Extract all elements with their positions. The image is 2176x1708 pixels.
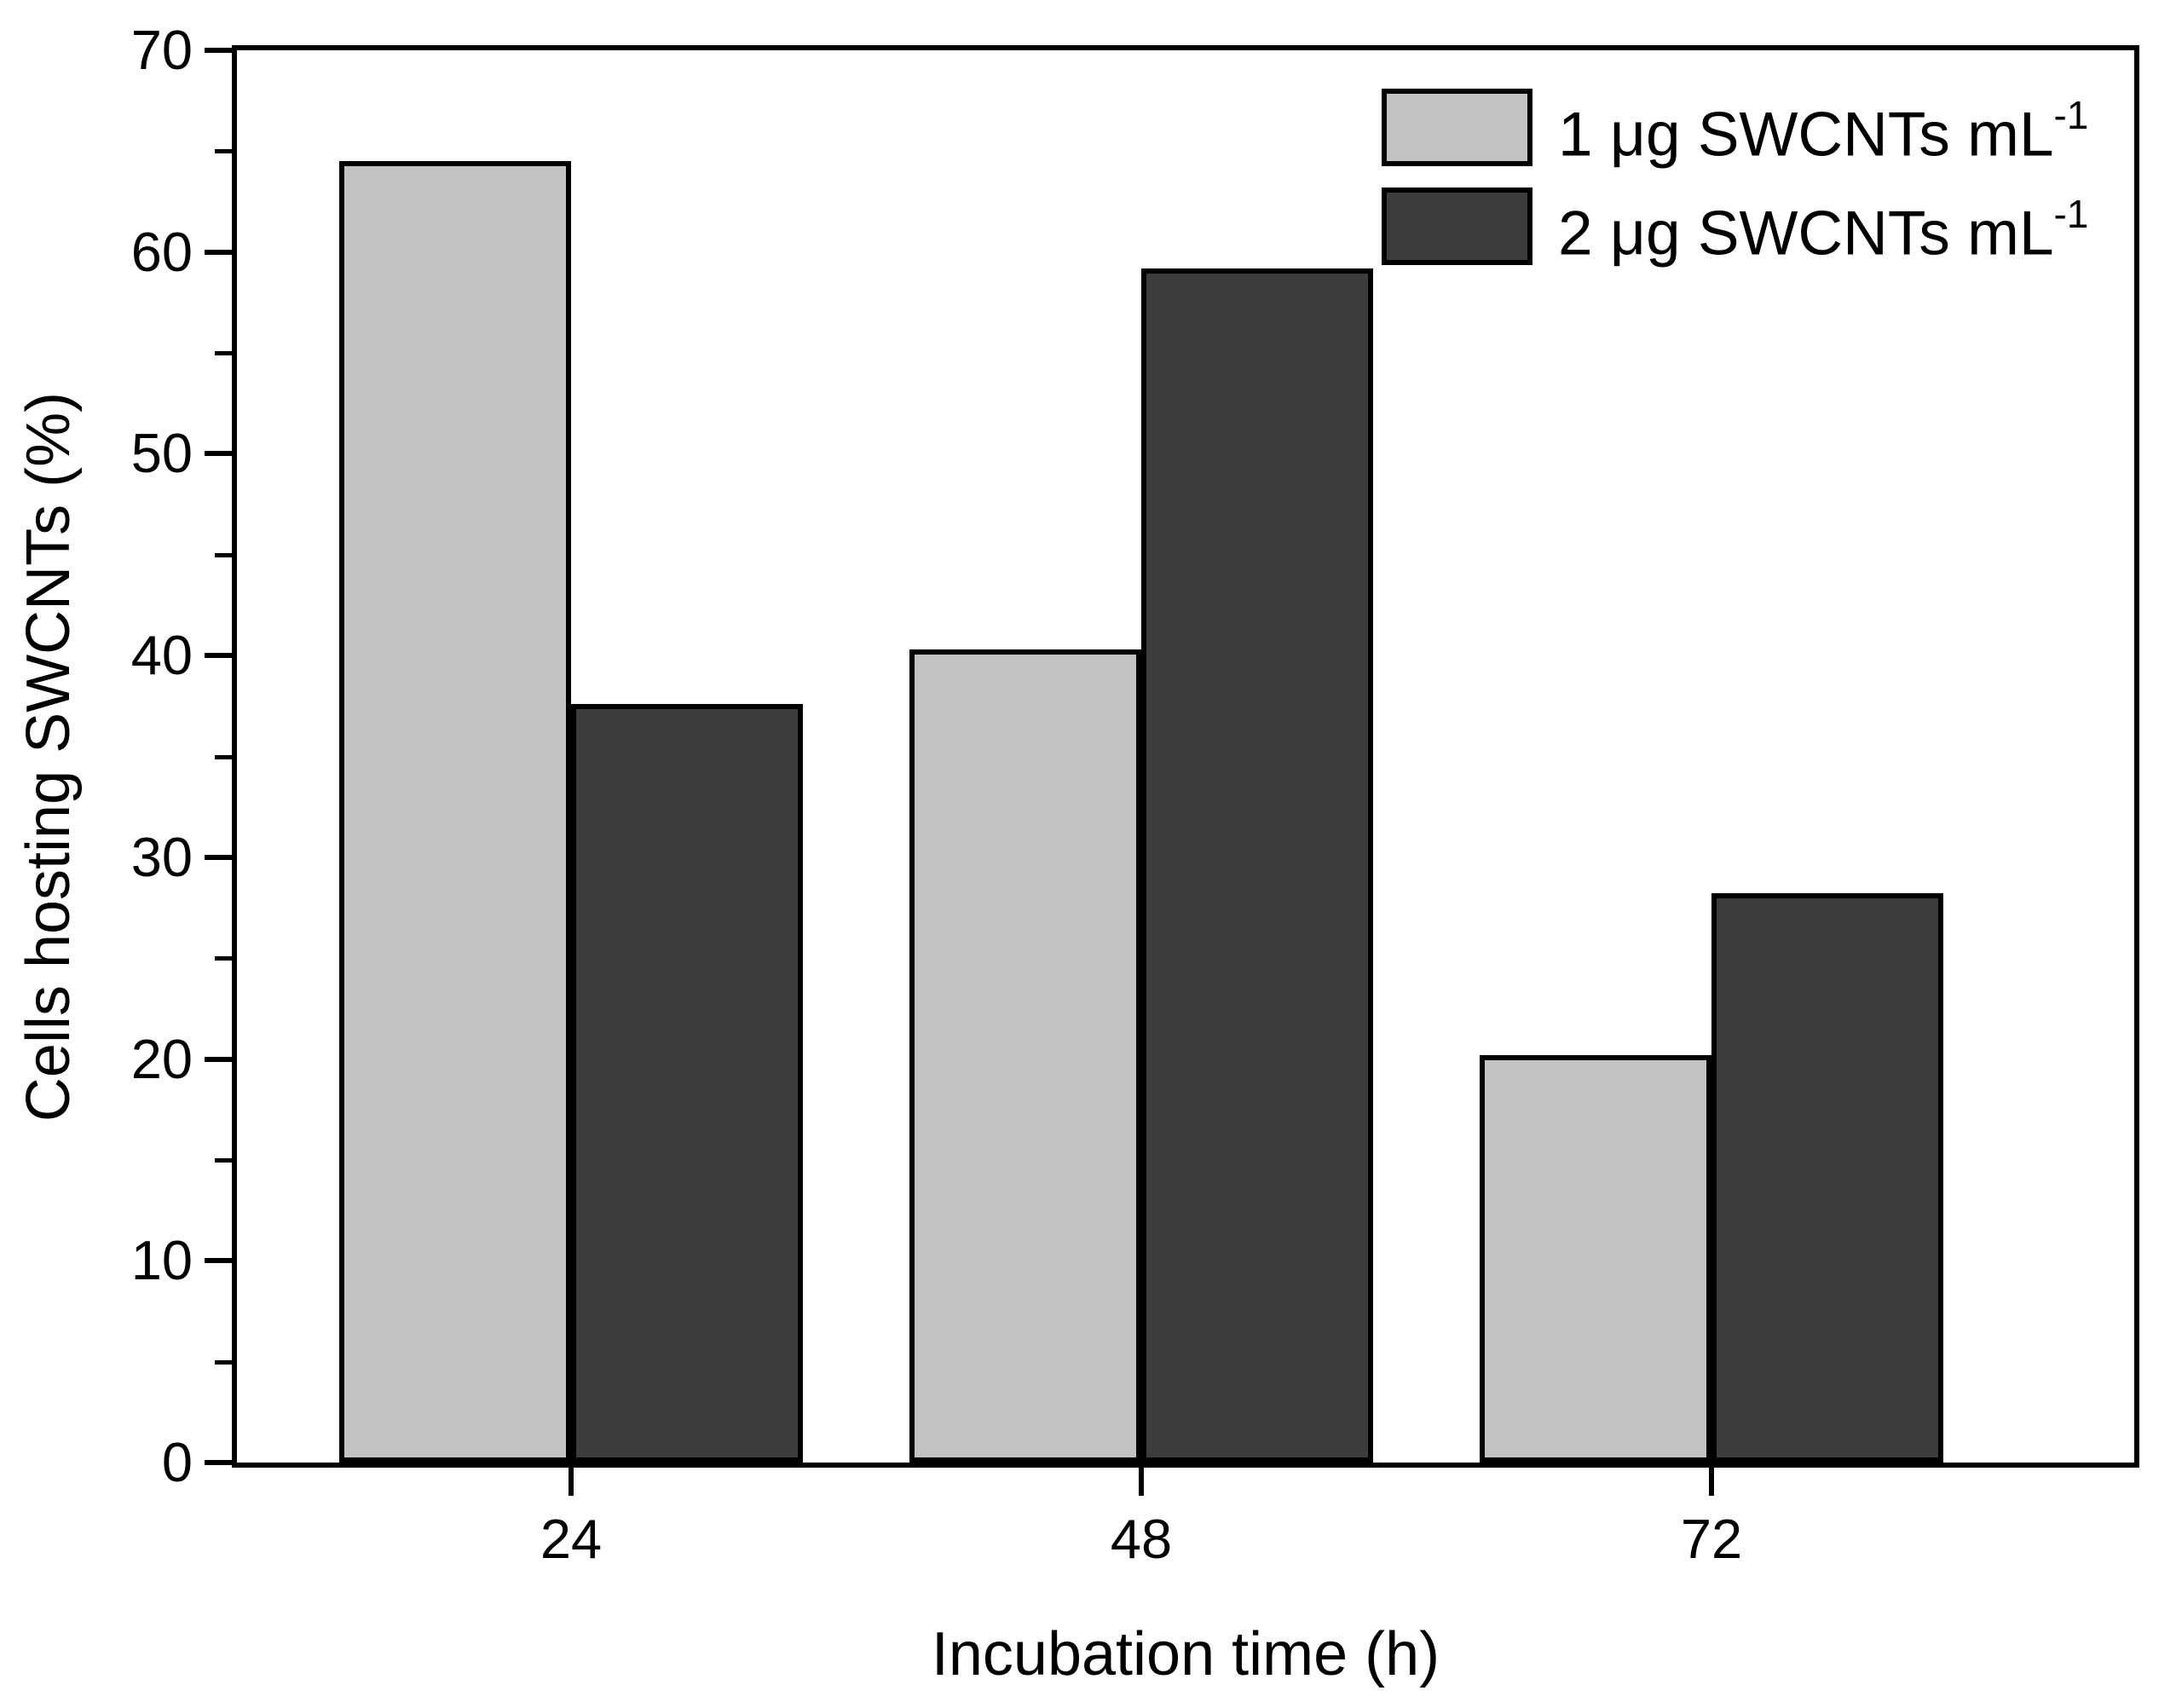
y-minor-tick — [215, 1158, 232, 1163]
y-tick-label: 30 — [130, 826, 193, 888]
y-major-tick — [205, 653, 232, 658]
y-major-tick — [205, 855, 232, 860]
bar-24h-series2 — [571, 704, 803, 1463]
bar-48h-series2 — [1141, 268, 1373, 1463]
bar-72h-series2 — [1711, 893, 1943, 1463]
y-major-tick — [205, 250, 232, 255]
bar-72h-series1 — [1480, 1055, 1711, 1463]
y-tick-label: 20 — [130, 1028, 193, 1090]
legend-row-series2: 2 μg SWCNTs mL-1 — [1382, 188, 2088, 268]
legend-swatch-series2 — [1382, 188, 1532, 265]
x-major-tick — [1709, 1468, 1714, 1496]
bar-24h-series1 — [339, 161, 571, 1463]
y-tick-label: 60 — [130, 221, 193, 283]
plot-area — [232, 45, 2139, 1468]
y-minor-tick — [215, 149, 232, 153]
x-axis-title: Incubation time (h) — [931, 1620, 1440, 1688]
y-minor-tick — [215, 1360, 232, 1365]
y-minor-tick — [215, 755, 232, 759]
x-tick-label: 48 — [1110, 1508, 1173, 1570]
y-tick-label: 40 — [130, 624, 193, 686]
x-tick-label: 72 — [1680, 1508, 1743, 1570]
y-major-tick — [205, 1258, 232, 1263]
y-minor-tick — [215, 351, 232, 355]
y-minor-tick — [215, 553, 232, 557]
y-tick-label: 10 — [130, 1229, 193, 1291]
y-major-tick — [205, 1460, 232, 1465]
y-tick-label: 50 — [130, 422, 193, 484]
x-tick-label: 24 — [540, 1508, 603, 1570]
y-major-tick — [205, 48, 232, 53]
y-major-tick — [205, 451, 232, 456]
y-tick-label: 0 — [161, 1431, 193, 1493]
legend-label-series1: 1 μg SWCNTs mL-1 — [1558, 92, 2089, 170]
y-axis-title: Cells hosting SWCNTs (%) — [14, 391, 83, 1122]
x-major-tick — [569, 1468, 574, 1496]
x-major-tick — [1139, 1468, 1144, 1496]
bar-48h-series1 — [909, 649, 1141, 1463]
legend-swatch-series1 — [1382, 89, 1532, 166]
legend-label-series2: 2 μg SWCNTs mL-1 — [1558, 191, 2089, 268]
y-major-tick — [205, 1057, 232, 1062]
y-tick-label: 70 — [130, 19, 193, 81]
y-minor-tick — [215, 956, 232, 961]
legend-row-series1: 1 μg SWCNTs mL-1 — [1382, 89, 2088, 169]
